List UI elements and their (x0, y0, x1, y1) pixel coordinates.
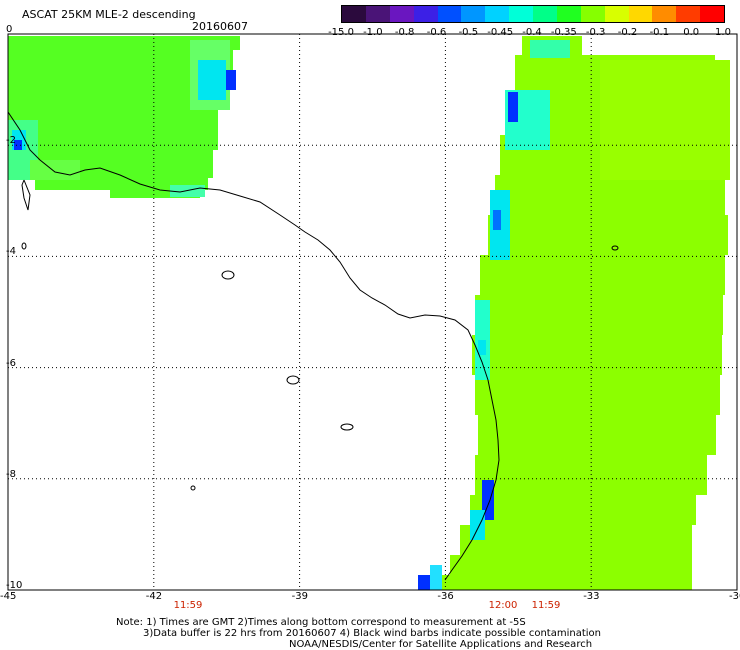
coastline-path (7, 111, 500, 581)
color-scale-label: -15.0 (328, 27, 354, 38)
swath-cell (470, 495, 696, 525)
note-line-1: Note: 1) Times are GMT 2)Times along bot… (116, 617, 526, 628)
color-scale-label: -0.1 (649, 27, 670, 38)
swath-cell (8, 70, 223, 110)
island-outline (221, 270, 235, 280)
swath-cell (478, 415, 716, 455)
product-title: ASCAT 25KM MLE-2 descending (22, 8, 196, 21)
color-scale-swatch (604, 6, 629, 22)
latitude-tick-label: -2 (6, 135, 16, 147)
swath-cell (470, 510, 485, 540)
swath-cell (430, 565, 442, 590)
longitude-tick-label: -36 (437, 591, 454, 602)
swath-cell (14, 140, 22, 150)
color-scale-swatch (533, 6, 557, 22)
swath-cell (8, 110, 218, 150)
plot-frame (7, 33, 738, 591)
swath-cell (600, 60, 730, 180)
swath-cell (488, 215, 728, 255)
color-scale-label: -0.2 (617, 27, 638, 38)
product-date: 20160607 (192, 20, 248, 33)
color-scale-swatch (652, 6, 677, 22)
color-scale-swatch (389, 6, 414, 22)
island-outline (340, 423, 354, 431)
latitude-tick-label: 0 (6, 24, 13, 35)
color-scale-label: 0.0 (683, 27, 700, 38)
color-scale-swatch (365, 6, 390, 22)
island-outline (21, 179, 31, 211)
color-scale-swatch (676, 6, 701, 22)
swath-cell (226, 70, 236, 90)
color-scale-label: -0.3 (585, 27, 606, 38)
color-scale-label: -0.6 (426, 27, 447, 38)
swath-cell (530, 40, 570, 58)
color-scale-swatch (485, 6, 510, 22)
swath-cell (418, 575, 430, 590)
longitude-tick-label: -33 (583, 591, 600, 602)
color-scale-swatch (556, 6, 581, 22)
latitude-tick-label: -4 (6, 246, 16, 258)
color-scale-label: -0.45 (487, 27, 514, 38)
island-outline (190, 485, 196, 491)
color-scale-label: -0.4 (522, 27, 542, 38)
swath-cell (8, 36, 240, 50)
island-outline (611, 245, 619, 251)
swath-cell (35, 178, 208, 190)
swath-cell (472, 335, 722, 375)
longitude-tick-label: -39 (291, 591, 308, 602)
pass-time-label: 11:59 (173, 600, 203, 611)
note-line-2: 3)Data buffer is 22 hrs from 20160607 4)… (143, 628, 601, 639)
swath-cell (8, 50, 233, 70)
island-outline (286, 375, 300, 385)
longitude-tick-label: -45 (0, 591, 17, 602)
color-scale-swatch (580, 6, 605, 22)
swath-cell (475, 375, 720, 415)
lat-lon-grid (8, 34, 737, 590)
longitude-tick-label: -30 (729, 591, 740, 602)
color-scale-swatch (700, 6, 724, 22)
color-scale-swatch (413, 6, 438, 22)
color-scale-label: -0.5 (458, 27, 479, 38)
swath-cell (493, 210, 501, 230)
color-scale-label: -0.35 (550, 27, 577, 38)
scatterometer-swaths (8, 36, 730, 590)
latitude-tick-label: -8 (6, 468, 16, 480)
color-scale-label: 1.0 (715, 27, 731, 38)
pass-time-label: 12:00 (488, 600, 518, 611)
swath-cell (480, 255, 725, 295)
color-scale-swatch (628, 6, 653, 22)
longitude-tick-label: -42 (145, 591, 163, 602)
swath-cell (478, 340, 486, 355)
color-scale-swatch (437, 6, 462, 22)
color-scale-label: -0.8 (394, 27, 415, 38)
swath-cell (30, 160, 80, 180)
latitude-tick-label: -10 (6, 580, 23, 591)
swath-cell (198, 60, 226, 100)
swath-cell (508, 92, 518, 122)
latitude-tick-label: -6 (6, 357, 16, 369)
island-outline (21, 242, 27, 250)
color-scale-label: -1.0 (363, 27, 383, 38)
swath-cell (495, 175, 725, 215)
color-scale-swatch (509, 6, 533, 22)
credit-line: NOAA/NESDIS/Center for Satellite Applica… (289, 639, 593, 650)
color-scale-swatch (342, 6, 366, 22)
swath-cell (110, 190, 200, 198)
color-scale-bar (341, 5, 725, 23)
swath-cell (475, 295, 723, 335)
color-scale-swatch (461, 6, 486, 22)
swath-cell (460, 525, 692, 555)
pass-time-label: 11:59 (531, 600, 561, 611)
coastline (7, 111, 619, 581)
swath-cell (440, 575, 690, 590)
